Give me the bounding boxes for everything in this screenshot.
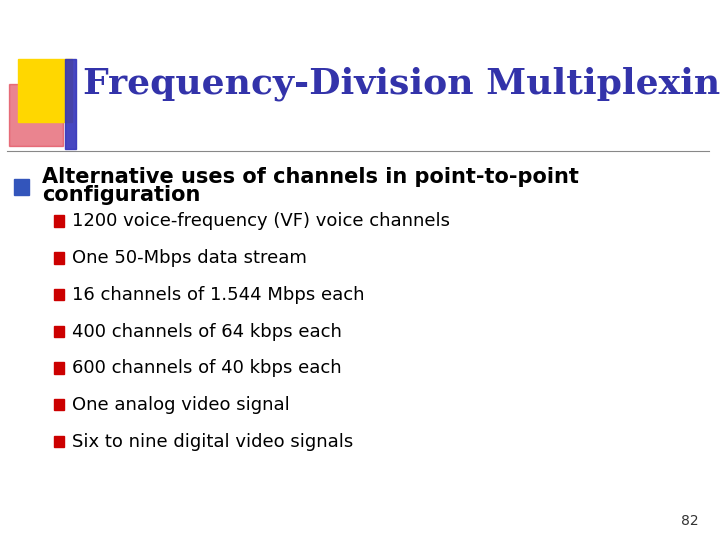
Text: 16 channels of 1.544 Mbps each: 16 channels of 1.544 Mbps each: [72, 286, 364, 304]
Bar: [14, 179, 29, 195]
Bar: [54, 252, 64, 264]
Text: Frequency-Division Multiplexing: Frequency-Division Multiplexing: [83, 66, 720, 101]
Text: 600 channels of 40 kbps each: 600 channels of 40 kbps each: [72, 359, 341, 377]
Bar: [54, 362, 64, 374]
Bar: [65, 59, 76, 149]
Bar: [54, 326, 64, 337]
Bar: [18, 59, 72, 122]
Text: configuration: configuration: [42, 185, 200, 206]
Text: One 50-Mbps data stream: One 50-Mbps data stream: [72, 249, 307, 267]
Text: Alternative uses of channels in point-to-point: Alternative uses of channels in point-to…: [42, 167, 579, 187]
Bar: [54, 289, 64, 300]
Text: 400 channels of 64 kbps each: 400 channels of 64 kbps each: [72, 322, 342, 341]
Text: One analog video signal: One analog video signal: [72, 396, 289, 414]
Text: Six to nine digital video signals: Six to nine digital video signals: [72, 433, 354, 451]
Text: 1200 voice-frequency (VF) voice channels: 1200 voice-frequency (VF) voice channels: [72, 212, 450, 231]
Bar: [54, 399, 64, 410]
Bar: [54, 436, 64, 447]
Text: 82: 82: [681, 514, 698, 528]
Bar: [54, 215, 64, 227]
Bar: [9, 84, 63, 146]
